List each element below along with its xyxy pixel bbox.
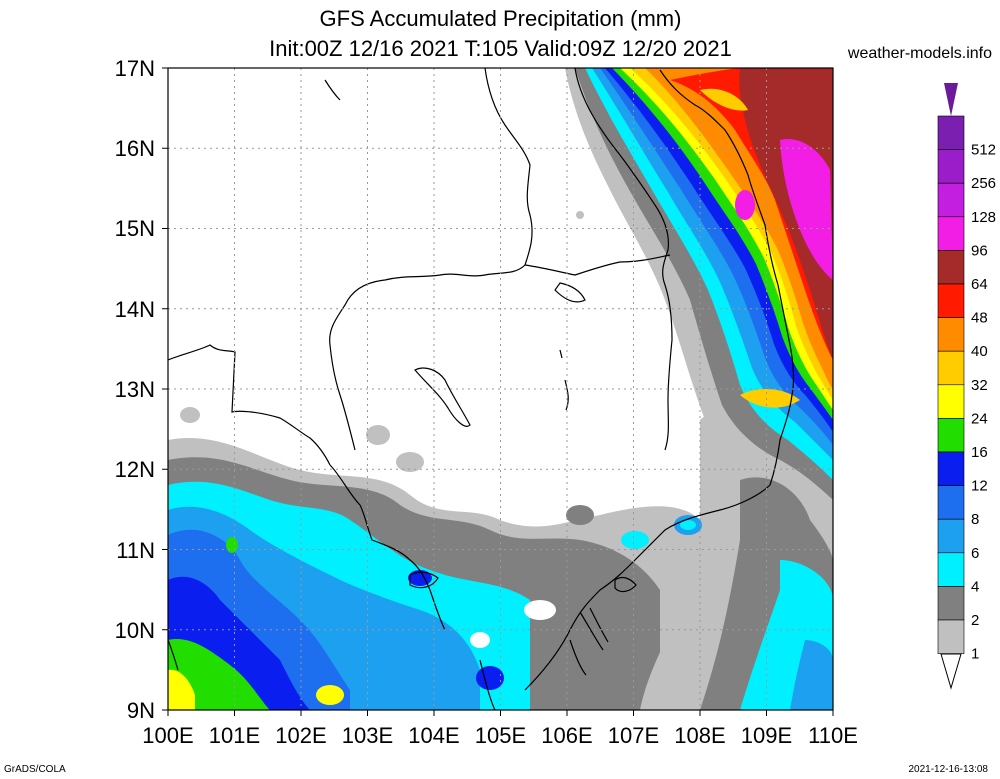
legend-swatch	[937, 182, 965, 218]
legend-swatch	[937, 350, 965, 386]
legend-label: 12	[971, 478, 988, 495]
legend-swatch	[937, 384, 965, 419]
footer-credit: GrADS/COLA	[4, 764, 66, 775]
lat-label: 17N	[115, 56, 155, 81]
lon-label: 102E	[275, 723, 326, 748]
legend-label: 24	[971, 410, 988, 427]
lon-labels: 100E 101E 102E 103E 104E 105E 106E 107E …	[142, 723, 858, 748]
lon-label: 105E	[475, 723, 526, 748]
legend-swatch	[937, 283, 965, 318]
legend-bottom-arrow	[940, 653, 962, 690]
legend-swatch	[937, 149, 965, 184]
legend-label: 256	[971, 175, 996, 192]
lat-label: 16N	[115, 136, 155, 161]
axis-ticks	[162, 67, 834, 716]
legend-label: 8	[971, 511, 979, 528]
lon-label: 107E	[608, 723, 659, 748]
chart-title: GFS Accumulated Precipitation (mm)	[319, 6, 682, 31]
lon-label: 110E	[808, 723, 858, 748]
lon-label: 106E	[541, 723, 592, 748]
lat-label: 13N	[115, 377, 155, 402]
legend-label: 40	[971, 343, 988, 360]
lat-label: 15N	[115, 216, 155, 241]
legend-swatch	[937, 250, 965, 285]
legend-label: 512	[971, 142, 996, 159]
lat-label: 12N	[115, 457, 155, 482]
legend-label: 1	[971, 646, 979, 663]
legend-swatch	[937, 518, 965, 554]
legend-swatch	[937, 418, 965, 453]
legend-swatch	[937, 216, 965, 251]
legend-label: 64	[971, 276, 988, 293]
legend-swatch	[937, 115, 965, 150]
legend-label: 4	[971, 578, 979, 595]
lat-label: 11N	[116, 538, 155, 563]
lon-label: 108E	[674, 723, 725, 748]
lon-label: 101E	[209, 723, 260, 748]
footer-timestamp: 2021-12-16-13:08	[908, 764, 988, 775]
lat-labels: 17N 16N 15N 14N 13N 12N 11N 10N 9N	[115, 56, 155, 723]
coastlines-borders	[168, 68, 795, 710]
legend-swatch	[937, 619, 965, 654]
legend-label: 16	[971, 444, 988, 461]
precip-field	[168, 68, 833, 710]
lon-label: 103E	[342, 723, 393, 748]
legend-label: 2	[971, 612, 979, 629]
legend-label: 6	[971, 545, 979, 562]
legend-top-arrow	[944, 83, 958, 116]
lon-label: 109E	[741, 723, 792, 748]
legend-swatch	[937, 586, 965, 621]
legend-label: 48	[971, 310, 988, 327]
lat-label: 9N	[127, 698, 155, 723]
legend-swatch	[937, 552, 965, 587]
grid-lines	[168, 68, 833, 710]
legend-label: 128	[971, 209, 996, 226]
chart-subtitle: Init:00Z 12/16 2021 T:105 Valid:09Z 12/2…	[269, 36, 732, 61]
legend-swatch	[937, 451, 965, 486]
legend-swatch	[937, 485, 965, 520]
legend-label: 32	[971, 377, 988, 394]
legend-label: 96	[971, 242, 988, 259]
lat-label: 10N	[115, 618, 155, 643]
lon-label: 104E	[408, 723, 459, 748]
site-label: weather-models.info	[847, 45, 992, 62]
lon-label: 100E	[142, 723, 193, 748]
legend-swatch	[937, 317, 965, 352]
lat-label: 14N	[115, 297, 155, 322]
